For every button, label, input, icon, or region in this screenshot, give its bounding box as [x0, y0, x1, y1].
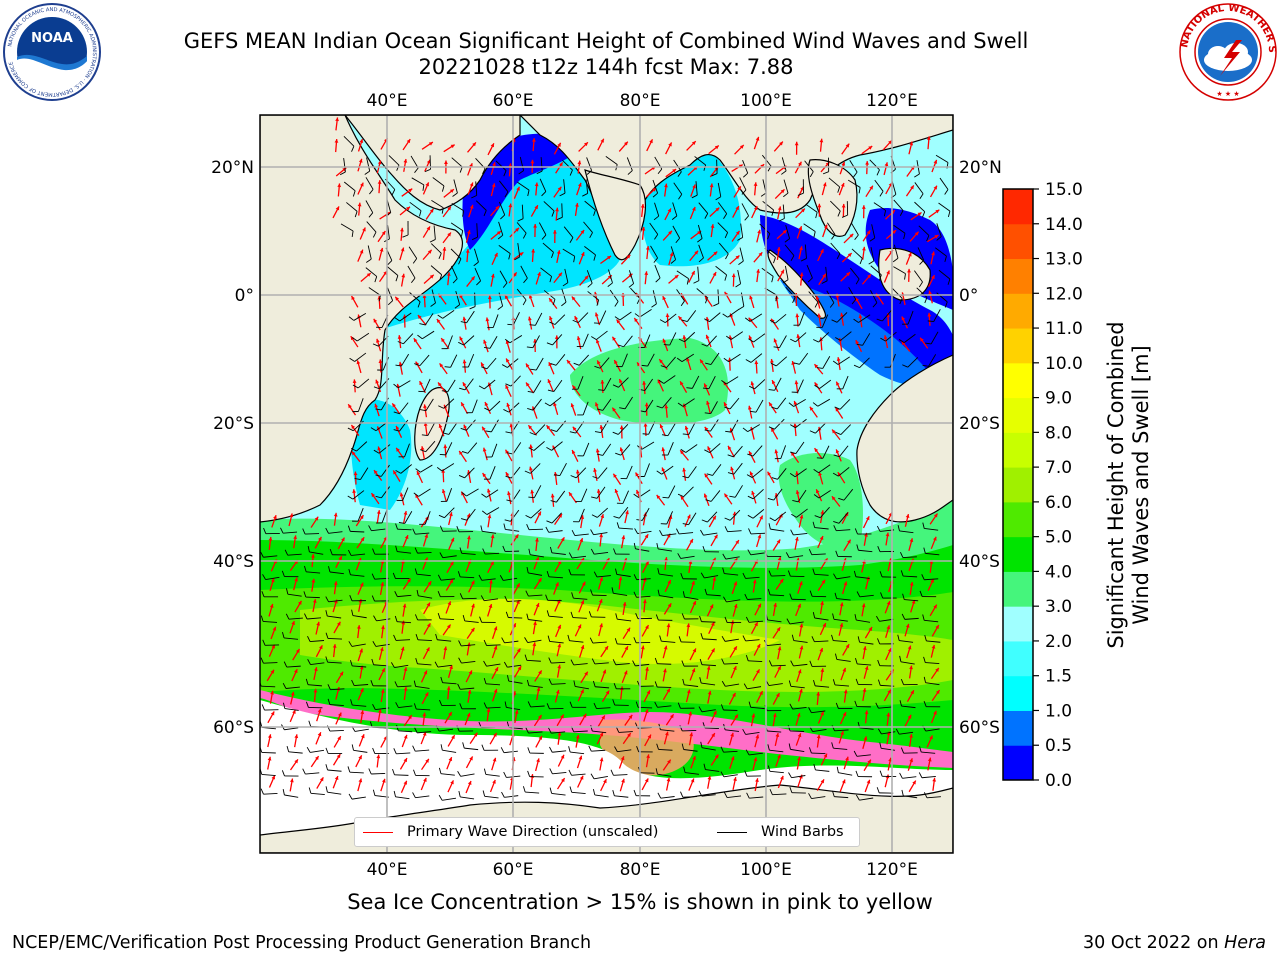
colorbar-segment	[1003, 640, 1033, 677]
arabia-landmass	[344, 115, 521, 211]
legend-label: Wind Barbs	[761, 824, 844, 840]
wind-barbs	[260, 136, 951, 801]
legend-swatch-black	[717, 831, 747, 833]
colorbar-segment	[1003, 745, 1033, 781]
legend-item-wave-direction: Primary Wave Direction (unscaled)	[363, 824, 658, 840]
colorbar-tick-label: 4.0	[1045, 562, 1072, 582]
colorbar-tick-label: 1.0	[1045, 701, 1072, 721]
colorbar: 0.0 0.5 1.0 1.5 2.0 3.0 4.0 5.0 6.0 7.0 8.0 9.0 10.0…	[1002, 180, 1083, 791]
lat-label-right: 60°S	[959, 718, 1000, 738]
colorbar-tick-label: 1.5	[1045, 667, 1072, 687]
colorbar-tick-label: 13.0	[1045, 250, 1083, 270]
colorbar-title-line2: Wind Waves and Swell [m]	[1129, 345, 1153, 625]
colorbar-segment	[1003, 328, 1033, 364]
colorbar-segment	[1003, 710, 1033, 746]
colorbar-tick-label: 2.0	[1045, 632, 1072, 652]
colorbar-segment	[1003, 536, 1033, 572]
sea-ice-caption: Sea Ice Concentration > 15% is shown in …	[347, 890, 933, 914]
australia-landmass	[856, 354, 953, 523]
arabian-sea-coast-low	[462, 133, 580, 250]
colorbar-frame	[1002, 188, 1034, 781]
colorbar-segment	[1003, 675, 1033, 711]
colorbar-tick-label: 12.0	[1045, 284, 1083, 304]
colorbar-tick-label: 7.0	[1045, 458, 1072, 478]
lat-label-left: 20°S	[213, 414, 254, 434]
indochina-landmass	[807, 159, 858, 237]
colorbar-title-line1: Significant Height of Combined	[1104, 321, 1128, 649]
lon-label-bottom: 40°E	[367, 860, 408, 880]
lat-label-left: 40°S	[213, 552, 254, 572]
colorbar-segment	[1003, 501, 1033, 538]
lon-label-top: 120°E	[866, 91, 918, 111]
nws-logo: NATIONAL WEATHER SERVICE ★ ★ ★	[1178, 2, 1277, 101]
lat-label-right: 0°	[959, 286, 978, 306]
noaa-logo-text: NOAA	[31, 31, 73, 46]
colorbar-segment	[1003, 189, 1033, 225]
colorbar-tick-label: 6.0	[1045, 493, 1072, 513]
colorbar-tick-label: 10.0	[1045, 354, 1083, 374]
colorbar-segment	[1003, 258, 1033, 294]
lat-label-left: 0°	[235, 286, 254, 306]
chart-subtitle: 20221028 t12z 144h fcst Max: 7.88	[418, 55, 794, 79]
lon-label-top: 40°E	[367, 91, 408, 111]
svg-text:★ ★ ★: ★ ★ ★	[1216, 90, 1239, 98]
map-frame	[259, 114, 954, 854]
colorbar-tick-label: 11.0	[1045, 319, 1083, 339]
map-tick-labels: 40°E 60°E 80°E 100°E 120°E 40°E 60°E 80°…	[211, 91, 1002, 880]
colorbar-tick-label: 9.0	[1045, 389, 1072, 409]
india-landmass	[584, 169, 646, 261]
colorbar-tick-label: 0.0	[1045, 771, 1072, 791]
lon-label-top: 100°E	[740, 91, 792, 111]
colorbar-tick-label: 0.5	[1045, 736, 1072, 756]
lat-label-left: 60°S	[213, 718, 254, 738]
lon-label-bottom: 120°E	[866, 860, 918, 880]
colorbar-tick-label: 5.0	[1045, 528, 1072, 548]
footer-host: Hera	[1224, 933, 1266, 953]
map-legend: Primary Wave Direction (unscaled) Wind B…	[354, 817, 860, 847]
colorbar-segment	[1003, 397, 1033, 433]
colorbar-segment	[1003, 467, 1033, 503]
colorbar-segment	[1003, 362, 1033, 399]
lat-label-left: 20°N	[211, 158, 254, 178]
lon-label-top: 60°E	[493, 91, 534, 111]
footer-credit: NCEP/EMC/Verification Post Processing Pr…	[12, 933, 592, 953]
legend-item-wind-barbs: Wind Barbs	[717, 824, 844, 840]
lat-label-right: 20°S	[959, 414, 1000, 434]
colorbar-tick-label: 14.0	[1045, 215, 1083, 235]
map-gridlines	[260, 115, 953, 853]
lat-label-right: 40°S	[959, 552, 1000, 572]
colorbar-tick-label: 3.0	[1045, 597, 1072, 617]
footer-date: 30 Oct 2022 on Hera	[1083, 933, 1266, 953]
colorbar-segment	[1003, 293, 1033, 329]
colorbar-tick-label: 15.0	[1045, 180, 1083, 200]
lat-label-right: 20°N	[959, 158, 1002, 178]
chart-title: GEFS MEAN Indian Ocean Significant Heigh…	[183, 29, 1029, 53]
colorbar-segment	[1003, 571, 1033, 607]
map-plot-area	[260, 115, 953, 853]
colorbar-segment	[1003, 432, 1033, 468]
lon-label-bottom: 60°E	[493, 860, 534, 880]
lon-label-top: 80°E	[620, 91, 661, 111]
footer-date-text: 30 Oct 2022 on	[1083, 933, 1225, 953]
noaa-logo: NOAA NATIONAL OCEANIC AND ATMOSPHERIC AD…	[3, 3, 101, 101]
colorbar-segment	[1003, 606, 1033, 642]
colorbar-segment	[1003, 223, 1033, 260]
madagascar-landmass	[414, 387, 450, 461]
legend-swatch-red	[363, 831, 393, 833]
colorbar-tick-label: 8.0	[1045, 423, 1072, 443]
lon-label-bottom: 100°E	[740, 860, 792, 880]
legend-label: Primary Wave Direction (unscaled)	[407, 824, 659, 840]
lon-label-bottom: 80°E	[620, 860, 661, 880]
